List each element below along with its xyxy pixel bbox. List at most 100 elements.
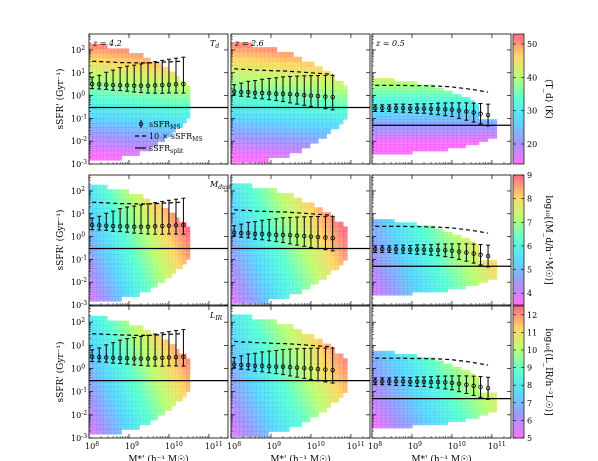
ms-point	[124, 338, 130, 365]
ms-point	[231, 225, 237, 237]
ms-point	[152, 333, 158, 367]
ms-point	[456, 375, 462, 393]
x-axis-label: M*' (h⁻¹ M☉)	[128, 454, 188, 461]
y-axis-label: sSFR' (Gyr⁻¹)	[55, 209, 66, 270]
ms-point	[449, 243, 455, 259]
ms-point	[252, 352, 258, 372]
y-tick-label: 10-2	[71, 410, 87, 420]
ten-ms-line	[92, 201, 184, 205]
y-tick-label: 101	[71, 68, 85, 78]
y-tick-label: 102	[71, 45, 85, 55]
y-ticks	[372, 305, 511, 439]
y-ticks: 10-3 10-2 10-1 100 101 102	[71, 174, 228, 310]
ms-point	[252, 221, 258, 240]
y-ticks	[372, 33, 511, 165]
ms-point	[421, 244, 427, 255]
ms-point	[387, 245, 392, 254]
ms-point	[273, 77, 279, 102]
ms-point	[330, 74, 335, 111]
x-tick-label: 1011	[205, 441, 223, 451]
x-ticks	[371, 34, 512, 164]
y-axis-label: sSFR' (Gyr⁻¹)	[55, 68, 66, 129]
ms-point	[443, 375, 448, 390]
ms-point	[239, 355, 244, 370]
colorbar-label: log₁₀[⟨L_IR/h⁻²L☉⟩]	[543, 328, 553, 415]
ms-point	[414, 244, 420, 255]
colorbar-frame	[512, 33, 525, 165]
y-tick-label: 10-1	[71, 113, 87, 123]
ms-point	[138, 204, 144, 235]
ms-point	[323, 74, 328, 110]
ms-point	[145, 334, 151, 367]
colorbar-tick-label: 8	[527, 381, 532, 390]
ms-point	[393, 244, 399, 254]
ms-point	[449, 375, 455, 391]
colorbar-tick-label: 9	[527, 364, 532, 373]
x-tick-label: 1011	[488, 441, 506, 451]
ten-ms-line	[234, 68, 333, 75]
ms-point	[231, 356, 237, 369]
legend-ms: sSFRMS	[149, 120, 180, 131]
colorbar-fill	[513, 175, 524, 305]
ms-point	[387, 104, 392, 113]
y-tick-label: 10-1	[71, 387, 87, 397]
x-tick-label: 1010	[307, 441, 325, 451]
ms-point	[131, 337, 137, 366]
ms-point	[478, 103, 483, 125]
ms-point	[273, 218, 279, 243]
colorbar-frame	[512, 305, 525, 439]
ms-point	[464, 375, 469, 395]
ms-point	[259, 351, 265, 373]
redshift-label: z = 0.5	[375, 39, 405, 48]
ms-point	[294, 348, 300, 378]
colorbar-0: 20 30 40 50 ⟨T_d⟩ (K)	[512, 33, 554, 165]
ms-point	[380, 245, 385, 254]
ms-point	[287, 216, 293, 245]
x-ticks	[88, 175, 229, 305]
ms-point	[266, 218, 272, 242]
ms-point	[393, 103, 399, 113]
panel-r2-c0: 108 109 1010 1011 10-3 10-2 10-1 100 101 102 LIR	[71, 305, 229, 451]
x-tick-label: 1010	[448, 441, 466, 451]
ms-point	[421, 103, 427, 114]
x-ticks	[88, 34, 229, 164]
ms-point	[131, 64, 137, 93]
ms-point	[287, 348, 293, 377]
colorbar-tick-label: 7	[527, 218, 532, 227]
y-tick-label: 100	[71, 232, 85, 242]
ms-point	[145, 62, 151, 94]
x-axis-label: M*' (h⁻¹ M☉)	[411, 454, 471, 461]
ms-point	[435, 243, 441, 257]
y-axis-label: sSFR' (Gyr⁻¹)	[55, 341, 66, 402]
colorbar-tick-label: 30	[527, 107, 537, 116]
ms-point	[380, 104, 385, 113]
x-ticks: 108 109 1010 1011	[85, 306, 229, 451]
ms-point	[160, 200, 165, 235]
colorbar-tick-label: 6	[527, 416, 532, 425]
panel-r0-c1: z = 2.6	[230, 33, 371, 165]
x-tick-label: 1011	[347, 441, 365, 451]
ms-point	[387, 377, 392, 386]
redshift-label: z = 4.2	[92, 39, 122, 48]
y-tick-label: 10-2	[71, 277, 87, 287]
ms-point	[246, 80, 251, 98]
ms-point	[117, 208, 123, 233]
colorbar-2: 5 6 7 8 9 10 11 12 log₁₀[⟨L_IR/h⁻²L☉⟩]	[512, 305, 553, 443]
ms-point	[294, 216, 300, 246]
ms-point	[97, 215, 102, 231]
y-tick-label: 100	[71, 364, 85, 374]
ms-point	[246, 353, 251, 371]
ms-point	[456, 102, 462, 119]
ten-ms-line	[234, 340, 333, 348]
ten-ms-line	[375, 225, 489, 234]
ms-point	[400, 103, 406, 113]
ms-point	[131, 205, 137, 234]
panel-r1-c2	[371, 174, 512, 306]
ms-point	[280, 76, 286, 103]
ms-point	[252, 80, 258, 99]
ms-point	[464, 102, 469, 121]
ms-point	[266, 350, 272, 374]
ms-point	[435, 375, 441, 389]
